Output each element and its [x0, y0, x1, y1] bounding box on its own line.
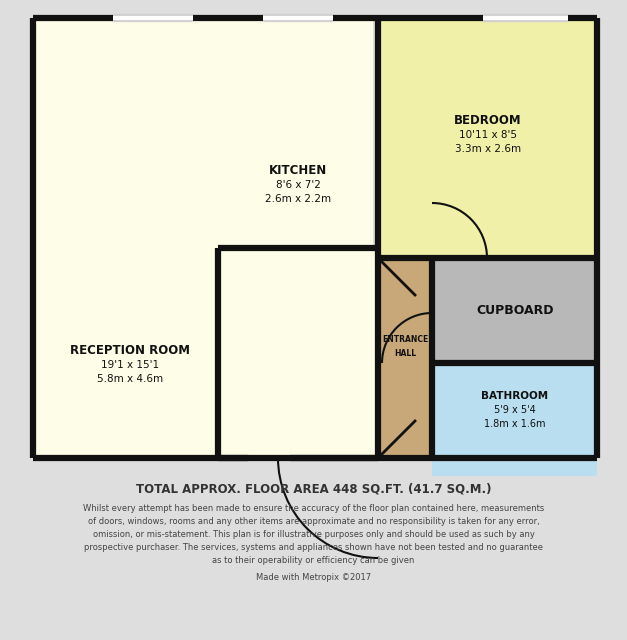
Text: 19'1 x 15'1: 19'1 x 15'1: [101, 360, 159, 370]
Text: BATHROOM: BATHROOM: [482, 391, 549, 401]
Text: 5.8m x 4.6m: 5.8m x 4.6m: [97, 374, 163, 384]
Text: CUPBOARD: CUPBOARD: [477, 303, 554, 317]
Text: of doors, windows, rooms and any other items are approximate and no responsibili: of doors, windows, rooms and any other i…: [88, 517, 539, 526]
Text: as to their operability or efficiency can be given: as to their operability or efficiency ca…: [213, 556, 414, 565]
Text: 10'11 x 8'5: 10'11 x 8'5: [459, 130, 517, 140]
Text: KITCHEN: KITCHEN: [269, 164, 327, 177]
Text: 8'6 x 7'2: 8'6 x 7'2: [275, 180, 320, 190]
Bar: [432, 363, 597, 476]
Bar: [33, 18, 373, 458]
Text: 1.8m x 1.6m: 1.8m x 1.6m: [484, 419, 545, 429]
Text: 5'9 x 5'4: 5'9 x 5'4: [494, 405, 536, 415]
Text: RECEPTION ROOM: RECEPTION ROOM: [70, 344, 190, 358]
Bar: [378, 18, 597, 258]
Text: Made with Metropix ©2017: Made with Metropix ©2017: [256, 573, 371, 582]
Bar: [378, 258, 432, 458]
Text: Whilst every attempt has been made to ensure the accuracy of the floor plan cont: Whilst every attempt has been made to en…: [83, 504, 544, 513]
Text: omission, or mis-statement. This plan is for illustrative purposes only and shou: omission, or mis-statement. This plan is…: [93, 530, 534, 539]
Bar: [218, 248, 380, 458]
Text: 3.3m x 2.6m: 3.3m x 2.6m: [455, 144, 521, 154]
Text: ENTRANCE: ENTRANCE: [382, 335, 428, 344]
Text: TOTAL APPROX. FLOOR AREA 448 SQ.FT. (41.7 SQ.M.): TOTAL APPROX. FLOOR AREA 448 SQ.FT. (41.…: [136, 482, 491, 495]
Text: 2.6m x 2.2m: 2.6m x 2.2m: [265, 194, 331, 204]
Text: prospective purchaser. The services, systems and appliances shown have not been : prospective purchaser. The services, sys…: [84, 543, 543, 552]
Text: BEDROOM: BEDROOM: [454, 115, 522, 127]
Text: HALL: HALL: [394, 349, 416, 358]
Bar: [432, 258, 597, 363]
